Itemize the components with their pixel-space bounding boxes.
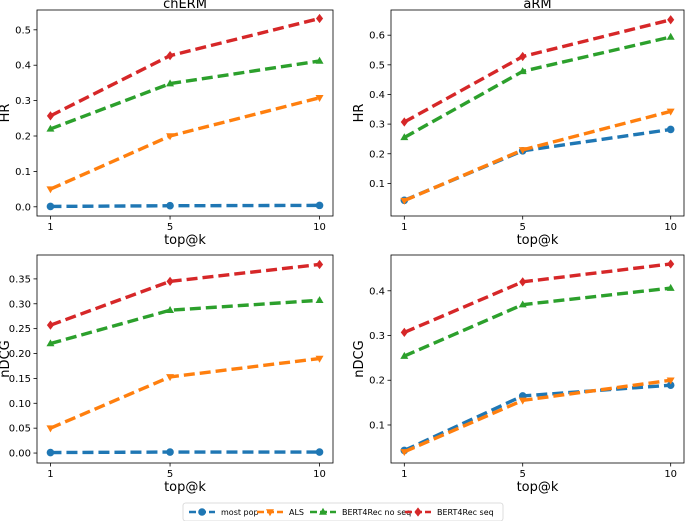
panel-1-series-bert4rec-seq-point-1	[47, 111, 54, 120]
panel-2-series-most-pop-line	[404, 129, 670, 200]
panel-3-series-most-pop-point-2	[166, 448, 174, 456]
panel-1-ytick-label-1: 0.0	[15, 202, 31, 213]
panel-4-series-bert4rec-seq-line	[404, 264, 670, 332]
panel-1-series-bert4rec-seq-point-2	[166, 51, 173, 60]
panel-4-xtick-label-3: 10	[664, 469, 677, 480]
panel-3-ytick-label-2: 0.05	[9, 424, 31, 435]
panel-4-series-als-line	[404, 380, 670, 452]
panel-3-series-bert4rec-no-seq-point-3	[316, 296, 324, 303]
panel-4: 0.1 0.2 0.3 0.4 1 5 10 top@k nDCG	[352, 255, 684, 495]
panel-1-series-bert4rec-seq-line	[50, 18, 319, 115]
panel-4-ytick-label-2: 0.2	[369, 376, 385, 387]
panel-2-title: aRM	[523, 0, 551, 12]
panel-1-frame	[37, 10, 333, 216]
panel-4-series-most-pop-line	[404, 385, 670, 450]
panel-2-ytick-label-5: 0.5	[369, 60, 385, 71]
panel-3-frame	[37, 255, 333, 463]
legend-entry-most-pop-marker	[198, 508, 206, 516]
panel-3-ylabel: nDCG	[0, 340, 13, 377]
panel-1-ytick-label-5: 0.4	[15, 61, 31, 72]
panel-3-series-most-pop-point-3	[316, 448, 324, 456]
panel-1: chERM 0.0 0.1 0.2 0.3 0.4 0.5 1 5 10 top@k HR	[0, 0, 333, 248]
panel-1-series-bert4rec-no-seq-line	[50, 61, 319, 129]
legend-entry-als-label: ALS	[289, 508, 304, 517]
legend-entry-bert4rec-seq-label: BERT4Rec seq	[437, 508, 494, 517]
panel-4-ytick-label-3: 0.3	[369, 331, 385, 342]
panel-2-ytick-label-1: 0.1	[369, 179, 385, 190]
panel-1-series-als-point-1	[46, 186, 54, 193]
panel-4-series-bert4rec-seq-point-1	[401, 328, 408, 337]
panel-1-ytick-label-6: 0.5	[15, 25, 31, 36]
panel-2-xtick-label-3: 10	[664, 222, 677, 233]
panel-3-xtick-label-2: 5	[167, 469, 173, 480]
panel-3-ytick-label-3: 0.10	[9, 399, 31, 410]
panel-1-ytick-label-4: 0.3	[15, 96, 31, 107]
panel-4-series-bert4rec-seq-point-3	[667, 259, 674, 268]
panel-4-frame	[391, 255, 684, 463]
panel-2-series-bert4rec-seq-line	[404, 20, 670, 122]
panel-1-xlabel: top@k	[164, 233, 206, 248]
panel-3-series-bert4rec-seq-point-2	[166, 277, 173, 286]
panel-4-xlabel: top@k	[517, 480, 559, 495]
panel-3-series-bert4rec-no-seq-line	[50, 300, 319, 343]
panel-2-ytick-label-3: 0.3	[369, 120, 385, 131]
panel-1-series-als-line	[50, 98, 319, 189]
panel-4-ytick-label-4: 0.4	[369, 286, 385, 297]
panel-2-series-als-line	[404, 111, 670, 200]
panel-4-series-bert4rec-no-seq-line	[404, 288, 670, 356]
panel-1-series-most-pop-point-3	[316, 202, 324, 210]
panel-3-ytick-label-7: 0.30	[9, 299, 31, 310]
panel-3-series-bert4rec-seq-point-1	[47, 321, 54, 330]
panel-2: aRM 0.1 0.2 0.3 0.4 0.5 0.6 1 5 10 top@k HR	[352, 0, 684, 248]
panel-3-series-bert4rec-seq-point-3	[316, 260, 323, 269]
panel-1-xtick-label-3: 10	[313, 222, 326, 233]
panel-2-frame	[391, 10, 684, 216]
panel-3-xlabel: top@k	[164, 480, 206, 495]
panel-2-series-most-pop-point-3	[667, 126, 675, 134]
panel-2-xtick-label-2: 5	[520, 222, 526, 233]
panel-4-xtick-label-2: 5	[520, 469, 526, 480]
panel-1-series-most-pop-point-2	[166, 202, 174, 210]
panel-1-title: chERM	[163, 0, 207, 12]
panel-2-xtick-label-1: 1	[401, 222, 407, 233]
panel-2-ytick-label-6: 0.6	[369, 31, 385, 42]
panel-2-ylabel: HR	[352, 104, 367, 123]
panel-2-series-bert4rec-no-seq-point-3	[667, 33, 675, 40]
panel-3-series-most-pop-point-1	[47, 449, 55, 457]
panel-3-ytick-label-8: 0.35	[9, 274, 31, 285]
panel-3-ytick-label-1: 0.00	[9, 449, 31, 460]
panel-3-series-als-point-1	[46, 425, 54, 432]
panel-3-xtick-label-1: 1	[47, 469, 53, 480]
legend-entry-most-pop-label: most pop	[221, 508, 259, 517]
panel-2-ytick-label-2: 0.2	[369, 149, 385, 160]
panel-4-ylabel: nDCG	[352, 340, 367, 377]
panel-2-xlabel: top@k	[517, 233, 559, 248]
panel-2-ytick-label-4: 0.4	[369, 90, 385, 101]
panel-1-xtick-label-1: 1	[47, 222, 53, 233]
panel-2-series-bert4rec-seq-point-3	[667, 15, 674, 24]
panel-4-xtick-label-1: 1	[401, 469, 407, 480]
panel-3-ytick-label-6: 0.25	[9, 324, 31, 335]
legend-entry-bert4rec-no-seq-label: BERT4Rec no seq	[342, 508, 411, 517]
panel-1-ytick-label-2: 0.1	[15, 167, 31, 178]
panel-1-xtick-label-2: 5	[167, 222, 173, 233]
panel-4-series-bert4rec-seq-point-2	[519, 277, 526, 286]
panel-1-series-most-pop-line	[50, 205, 319, 206]
panel-1-series-bert4rec-seq-point-3	[316, 14, 323, 23]
legend: most pop ALS BERT4Rec no seq BERT4Rec seq	[183, 503, 503, 521]
panel-3-xtick-label-3: 10	[313, 469, 326, 480]
panel-4-ytick-label-1: 0.1	[369, 420, 385, 431]
panel-1-ylabel: HR	[0, 104, 13, 123]
panel-3-series-bert4rec-seq-line	[50, 264, 319, 325]
panel-3-series-als-line	[50, 359, 319, 429]
panel-1-ytick-label-3: 0.2	[15, 132, 31, 143]
panel-1-series-most-pop-point-1	[47, 203, 55, 211]
